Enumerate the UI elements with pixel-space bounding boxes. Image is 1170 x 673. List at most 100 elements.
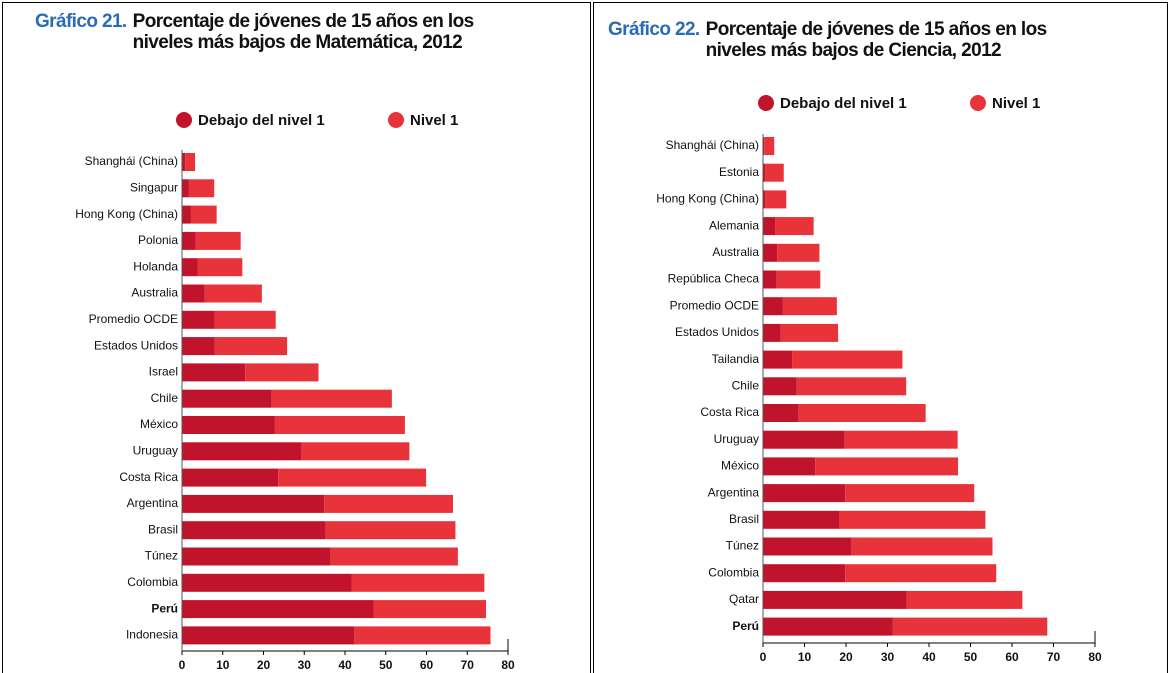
bar-segment — [182, 337, 215, 356]
category-label: Túnez — [145, 549, 178, 563]
category-label: Colombia — [127, 575, 178, 589]
bar-segment — [763, 617, 893, 636]
legend-label: Nivel 1 — [410, 112, 458, 129]
bar-segment — [763, 430, 845, 449]
bar-segment — [182, 626, 355, 645]
bar-segment — [798, 404, 926, 422]
bar-segment — [764, 137, 775, 155]
bar-segment — [763, 190, 766, 209]
chart-label: Gráfico 21. — [35, 11, 127, 32]
legend-label: Debajo del nivel 1 — [198, 112, 325, 129]
bar-segment — [906, 590, 1023, 609]
chart-panel: Gráfico 21. Porcentaje de jóvenes de 15 … — [2, 2, 591, 673]
x-tick-label: 70 — [461, 658, 475, 672]
category-label: México — [721, 459, 759, 473]
bar-segment — [245, 363, 319, 382]
bar-segment — [214, 310, 276, 329]
bar-segment — [765, 190, 787, 209]
bar-segment — [763, 377, 797, 396]
category-label: Túnez — [726, 539, 759, 553]
bar-segment — [195, 231, 241, 250]
bar-segment — [324, 494, 453, 513]
title-block: Gráfico 22. Porcentaje de jóvenes de 15 … — [608, 19, 1148, 61]
legend-label: Debajo del nivel 1 — [780, 95, 907, 112]
bar-segment — [185, 153, 196, 171]
bar-segment — [204, 284, 262, 303]
legend-label: Nivel 1 — [992, 95, 1040, 112]
category-label: Estonia — [719, 165, 759, 179]
x-tick-label: 80 — [501, 658, 515, 672]
bar-segment — [214, 337, 288, 356]
category-label: Promedio OCDE — [670, 298, 759, 312]
bar-segment — [763, 537, 852, 556]
chart-title: Porcentaje de jóvenes de 15 años en los … — [132, 11, 475, 53]
bar-segment — [763, 297, 783, 316]
category-label: Australia — [131, 286, 178, 300]
x-tick-label: 20 — [257, 658, 271, 672]
legend-swatch — [388, 112, 404, 128]
bar-segment — [182, 363, 246, 382]
bar-segment — [182, 442, 301, 461]
category-label: Chile — [151, 391, 179, 405]
x-tick-label: 20 — [839, 650, 853, 664]
bar-segment — [373, 600, 486, 619]
category-label: Perú — [732, 619, 759, 633]
bar-segment — [763, 457, 816, 476]
category-label: Brasil — [729, 512, 759, 526]
category-label: Holanda — [133, 259, 178, 273]
legend-swatch — [758, 95, 774, 111]
bar-segment — [182, 153, 186, 171]
chart: Debajo del nivel 1 Nivel 1 Shanghái (China… — [75, 112, 515, 672]
bar-segment — [776, 270, 821, 289]
bar-segment — [763, 564, 846, 583]
category-label: Brasil — [148, 522, 178, 536]
category-label: Estados Unidos — [675, 325, 759, 339]
bar-segment — [182, 205, 191, 224]
bar-segment — [274, 416, 405, 434]
bar-segment — [190, 205, 217, 224]
category-label: Hong Kong (China) — [656, 192, 759, 206]
chart-title: Porcentaje de jóvenes de 15 años en los … — [705, 19, 1048, 61]
category-label: Australia — [712, 245, 759, 259]
bar-segment — [763, 510, 840, 529]
bar-segment — [780, 323, 839, 342]
category-label: Singapur — [130, 180, 178, 194]
bar-segment — [182, 231, 196, 250]
bar-segment — [763, 484, 846, 503]
category-label: República Checa — [668, 272, 760, 286]
bar-segment — [763, 217, 776, 236]
bar-segment — [763, 323, 781, 342]
bar-segment — [182, 468, 279, 487]
category-label: Hong Kong (China) — [75, 207, 178, 221]
bar-segment — [182, 600, 374, 619]
bar-segment — [354, 626, 491, 645]
bar-segment — [182, 310, 215, 329]
bar-segment — [845, 484, 975, 503]
bar-segment — [182, 547, 331, 566]
x-tick-label: 80 — [1088, 650, 1102, 664]
x-tick-label: 70 — [1047, 650, 1061, 664]
bar-segment — [182, 521, 326, 540]
chart-label: Gráfico 22. — [608, 19, 700, 40]
category-label: Shanghái (China) — [666, 138, 759, 152]
bar-segment — [851, 537, 993, 556]
x-tick-label: 40 — [922, 650, 936, 664]
legend-swatch — [970, 95, 986, 111]
bar-segment — [777, 243, 820, 262]
category-label: Indonesia — [126, 628, 178, 642]
category-label: Alemania — [709, 218, 759, 232]
category-label: Israel — [149, 365, 178, 379]
bar-segment — [763, 163, 766, 182]
category-label: Promedio OCDE — [89, 312, 178, 326]
bar-segment — [182, 179, 189, 198]
bar-segment — [796, 377, 907, 396]
category-label: Tailandia — [712, 352, 760, 366]
bar-segment — [271, 389, 392, 408]
bar-segment — [182, 494, 325, 513]
chart: Debajo del nivel 1 Nivel 1 Shanghái (China… — [656, 95, 1102, 664]
bar-segment — [775, 217, 814, 236]
x-tick-label: 50 — [964, 650, 978, 664]
bar-segment — [300, 442, 410, 461]
bar-segment — [763, 404, 799, 422]
